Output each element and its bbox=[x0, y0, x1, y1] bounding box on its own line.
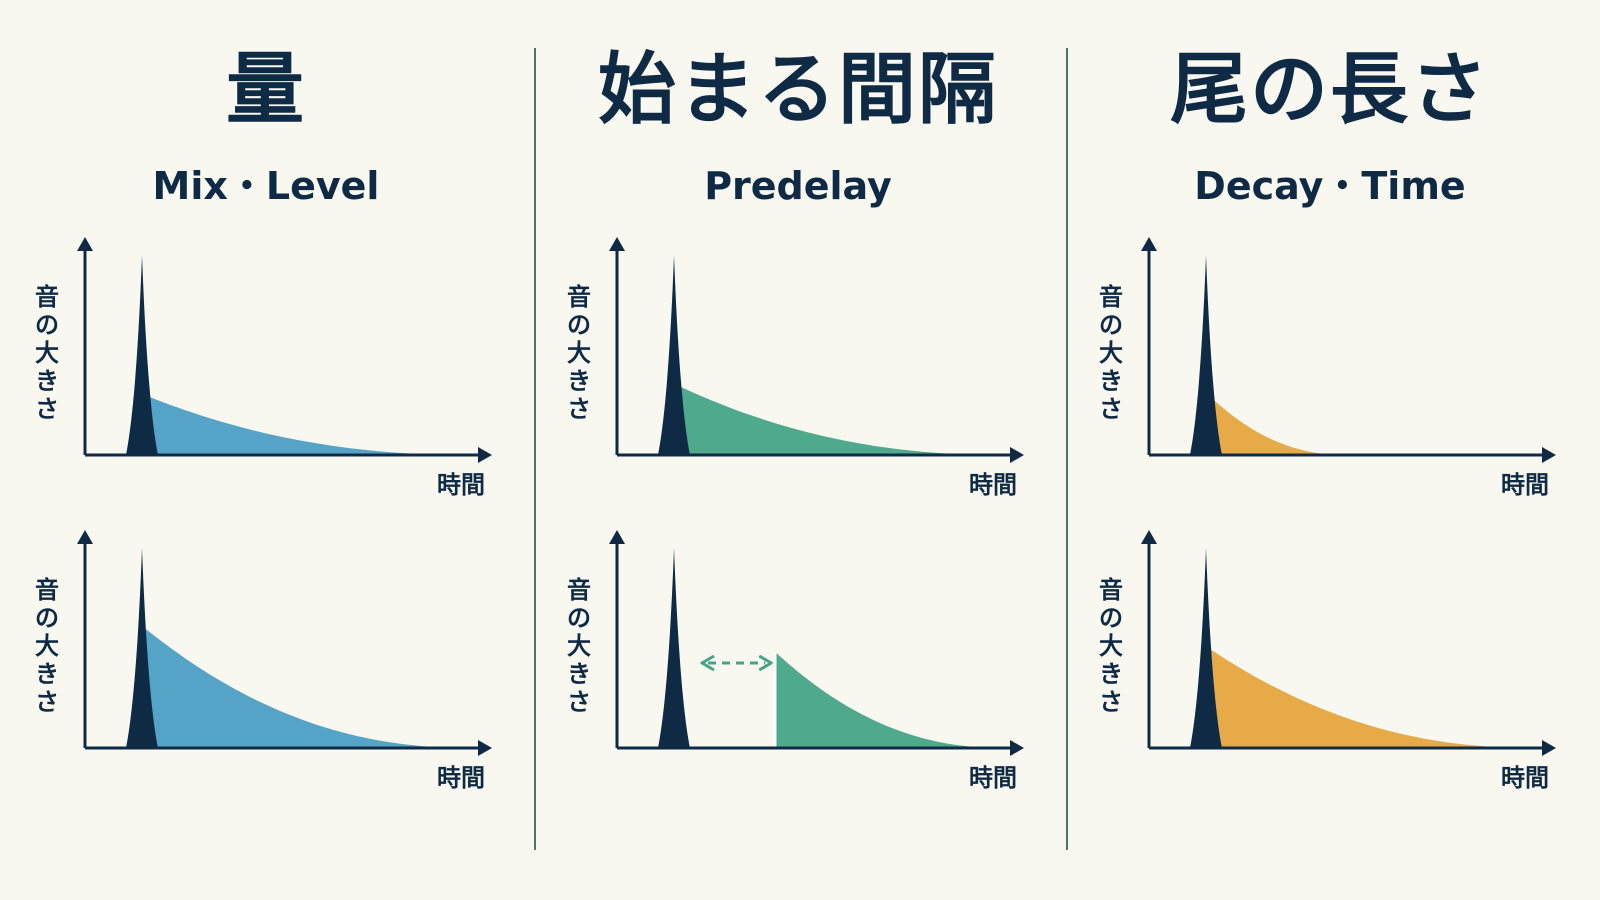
x-axis-arrowhead bbox=[478, 447, 492, 463]
y-axis-label: 音の大きさ bbox=[567, 576, 591, 716]
reverb-tail bbox=[775, 652, 1004, 748]
y-axis-arrowhead bbox=[1141, 530, 1157, 544]
x-axis-label: 時間 bbox=[969, 471, 1017, 499]
y-axis-arrowhead bbox=[77, 530, 93, 544]
panel-decay-time: 尾の長さ Decay・Time 音の大きさ 時間 音の大きさ 時間 bbox=[1064, 0, 1596, 900]
reverb-tail bbox=[1208, 648, 1536, 748]
direct-sound-spike bbox=[126, 255, 158, 455]
panel-subtitle: Mix・Level bbox=[152, 164, 380, 208]
direct-sound-spike bbox=[658, 548, 690, 748]
direct-sound-spike bbox=[658, 255, 690, 455]
x-axis-arrowhead bbox=[478, 740, 492, 756]
y-axis-label: 音の大きさ bbox=[1099, 283, 1123, 423]
x-axis-arrowhead bbox=[1542, 740, 1556, 756]
panel-subtitle: Predelay bbox=[704, 164, 892, 208]
divider-right bbox=[1066, 48, 1068, 850]
reverb-tail bbox=[144, 395, 472, 455]
y-axis-label: 音の大きさ bbox=[567, 283, 591, 423]
x-axis-label: 時間 bbox=[1501, 764, 1549, 792]
panel-title: 量 bbox=[225, 45, 306, 135]
x-axis-arrowhead bbox=[1010, 740, 1024, 756]
y-axis-arrowhead bbox=[609, 530, 625, 544]
y-axis-label: 音の大きさ bbox=[1099, 576, 1123, 716]
direct-sound-spike bbox=[1190, 255, 1222, 455]
panel-subtitle: Decay・Time bbox=[1194, 164, 1466, 208]
y-axis-arrowhead bbox=[77, 237, 93, 251]
predelay-arrowhead-right bbox=[758, 654, 773, 672]
y-axis-arrowhead bbox=[609, 237, 625, 251]
divider-left bbox=[534, 48, 536, 850]
reverb-tail bbox=[1208, 395, 1347, 455]
x-axis-label: 時間 bbox=[969, 764, 1017, 792]
reverb-tail bbox=[144, 628, 472, 748]
x-axis-arrowhead bbox=[1542, 447, 1556, 463]
x-axis-label: 時間 bbox=[1501, 471, 1549, 499]
panel-predelay: 始まる間隔 Predelay 音の大きさ 時間 音の大きさ 時間 bbox=[532, 0, 1064, 900]
panel-title: 始まる間隔 bbox=[597, 45, 998, 135]
x-axis-label: 時間 bbox=[437, 471, 485, 499]
x-axis-arrowhead bbox=[1010, 447, 1024, 463]
panel-mix-level: 量 Mix・Level 音の大きさ 時間 音の大きさ 時間 bbox=[0, 0, 532, 900]
y-axis-label: 音の大きさ bbox=[35, 576, 59, 716]
predelay-arrowhead-left bbox=[700, 654, 715, 672]
y-axis-arrowhead bbox=[1141, 237, 1157, 251]
direct-sound-spike bbox=[1190, 548, 1222, 748]
x-axis-label: 時間 bbox=[437, 764, 485, 792]
reverb-tail bbox=[676, 385, 1004, 455]
y-axis-label: 音の大きさ bbox=[35, 283, 59, 423]
direct-sound-spike bbox=[126, 548, 158, 748]
panel-title: 尾の長さ bbox=[1169, 45, 1490, 135]
